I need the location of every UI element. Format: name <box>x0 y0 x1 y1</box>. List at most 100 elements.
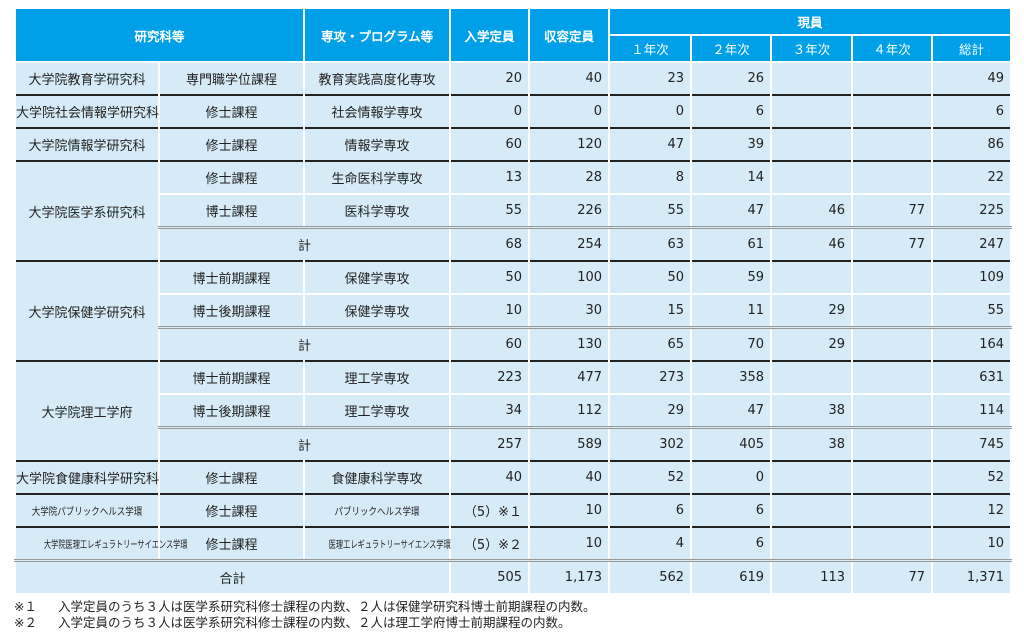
major-name: 食健康科学専攻 <box>303 460 452 494</box>
value-cap: 223 <box>449 360 531 394</box>
table-row: 大学院パブリックヘルス学環 修士課程 パブリックヘルス学環 （5）※１ 10 6 6 12 <box>14 493 1013 527</box>
table-row: 大学院教育学研究科 専門職学位課程 教育実践高度化専攻 20 40 23 26 49 <box>14 61 1013 95</box>
subtotal-y4 <box>851 326 934 361</box>
table-row: 博士課程 医科学専攻 55 226 55 47 46 77 225 <box>15 193 1013 228</box>
subtotal-label: 計 <box>157 326 452 361</box>
value-total: 30 <box>528 293 611 328</box>
value-y1: 52 <box>608 460 693 494</box>
header-total-capacity: 収容定員 <box>528 7 611 63</box>
value-y4 <box>851 460 934 494</box>
value-cap: 13 <box>449 160 531 194</box>
value-y2: 47 <box>690 193 773 228</box>
faculty-name-text: 大学院パブリックヘルス学環 <box>31 506 143 518</box>
value-y3: 29 <box>770 293 854 328</box>
subtotal-label: 計 <box>157 226 452 261</box>
subtotal-y3: 46 <box>770 226 854 261</box>
course-type: 修士課程 <box>157 460 306 494</box>
major-name: 教育実践高度化専攻 <box>303 61 452 95</box>
course-type: 博士課程 <box>157 193 306 228</box>
value-sum: 225 <box>931 193 1013 228</box>
grand-total-y4: 77 <box>851 559 934 593</box>
value-y2: 39 <box>690 127 773 161</box>
grand-total-sum: 1,371 <box>931 559 1013 593</box>
table-row: 大学院理工学府 博士前期課程 理工学専攻 223 477 273 358 631 <box>14 360 1013 461</box>
faculty-name: 大学院理工学府 <box>14 360 160 461</box>
value-y4 <box>851 160 934 194</box>
value-y4 <box>851 61 934 95</box>
subtotal-cap: 60 <box>449 326 531 361</box>
value-sum: 631 <box>931 360 1013 394</box>
course-type: 博士前期課程 <box>157 260 306 294</box>
major-name-text: 医理工レギュラトリーサイエンス学環 <box>328 539 451 551</box>
value-y3 <box>770 160 854 194</box>
grand-total-y2: 619 <box>690 559 773 593</box>
faculty-name: 大学院教育学研究科 <box>14 61 160 95</box>
footnote-1: ※１ 入学定員のうち３人は医学系研究科修士課程の内数、２人は保健学研究科博士前期課… <box>14 599 596 614</box>
value-y4 <box>851 260 934 294</box>
value-y2: 0 <box>690 460 773 494</box>
subtotal-row: 計 68 254 63 61 46 77 247 <box>15 226 1013 261</box>
value-cap: 34 <box>449 393 531 428</box>
value-y2: 47 <box>690 393 773 428</box>
value-y2: 6 <box>690 526 773 561</box>
value-y3 <box>770 94 854 128</box>
grand-total-y1: 562 <box>608 559 693 593</box>
value-total: 10 <box>528 526 611 561</box>
value-y4: 77 <box>851 193 934 228</box>
grand-total-row: 合計 505 1,173 562 619 113 77 1,371 <box>13 559 1013 593</box>
faculty-name: 大学院医学系研究科 <box>14 160 160 261</box>
value-y4 <box>851 127 934 161</box>
table-row: 博士後期課程 保健学専攻 10 30 15 11 29 55 <box>15 293 1013 328</box>
value-sum: 114 <box>931 393 1013 428</box>
value-y4 <box>851 493 934 527</box>
value-sum: 109 <box>931 260 1013 294</box>
faculty-name: 大学院医理工レギュラトリーサイエンス学環 <box>14 526 188 561</box>
header-capacity: 入学定員 <box>449 7 531 63</box>
value-y3 <box>770 61 854 95</box>
subtotal-y3: 38 <box>770 426 854 461</box>
header-faculty: 研究科等 <box>13 7 306 63</box>
value-y2: 358 <box>690 360 773 394</box>
grand-total-y3: 113 <box>770 559 854 593</box>
value-cap: 50 <box>449 260 531 294</box>
course-type: 修士課程 <box>157 526 306 561</box>
value-total: 226 <box>528 193 611 228</box>
table-row: 大学院社会情報学研究科 修士課程 社会情報学専攻 0 0 0 6 6 <box>14 94 1013 128</box>
course-type: 専門職学位課程 <box>157 61 306 95</box>
value-total: 120 <box>528 127 611 161</box>
value-total: 0 <box>528 94 611 128</box>
faculty-name: 大学院情報学研究科 <box>14 127 160 161</box>
subtotal-y1: 65 <box>608 326 693 361</box>
table-row: 大学院医理工レギュラトリーサイエンス学環 修士課程 医理工レギュラトリーサイエンス学… <box>14 526 1013 561</box>
subtotal-total: 589 <box>528 426 611 461</box>
course-type: 修士課程 <box>157 94 306 128</box>
value-y1: 8 <box>608 160 693 194</box>
subtotal-total: 130 <box>528 326 611 361</box>
course-type: 修士課程 <box>157 127 306 161</box>
table-row: 大学院医学系研究科 修士課程 生命医科学専攻 13 28 8 14 22 <box>14 160 1013 261</box>
value-total: 28 <box>528 160 611 194</box>
faculty-name: 大学院社会情報学研究科 <box>14 94 160 128</box>
subtotal-sum: 164 <box>931 326 1013 361</box>
major-name: パブリックヘルス学環 <box>303 493 452 527</box>
major-name: 生命医科学専攻 <box>303 160 452 194</box>
table-row: 大学院情報学研究科 修士課程 情報学専攻 60 120 47 39 86 <box>14 127 1013 161</box>
course-type: 修士課程 <box>157 160 306 194</box>
major-name: 医理工レギュラトリーサイエンス学環 <box>303 526 452 561</box>
value-cap: 60 <box>449 127 531 161</box>
value-y4 <box>851 360 934 394</box>
major-name: 情報学専攻 <box>303 127 452 161</box>
subtotal-total: 254 <box>528 226 611 261</box>
subtotal-y1: 63 <box>608 226 693 261</box>
subtotal-y1: 302 <box>608 426 693 461</box>
grand-total-label: 合計 <box>13 559 452 593</box>
course-type: 修士課程 <box>157 493 306 527</box>
value-y3 <box>770 526 854 561</box>
value-total: 40 <box>528 460 611 494</box>
value-sum: 12 <box>931 493 1013 527</box>
value-y2: 11 <box>690 293 773 328</box>
value-total: 40 <box>528 61 611 95</box>
value-y1: 55 <box>608 193 693 228</box>
value-y4 <box>851 293 934 328</box>
value-y3 <box>770 493 854 527</box>
